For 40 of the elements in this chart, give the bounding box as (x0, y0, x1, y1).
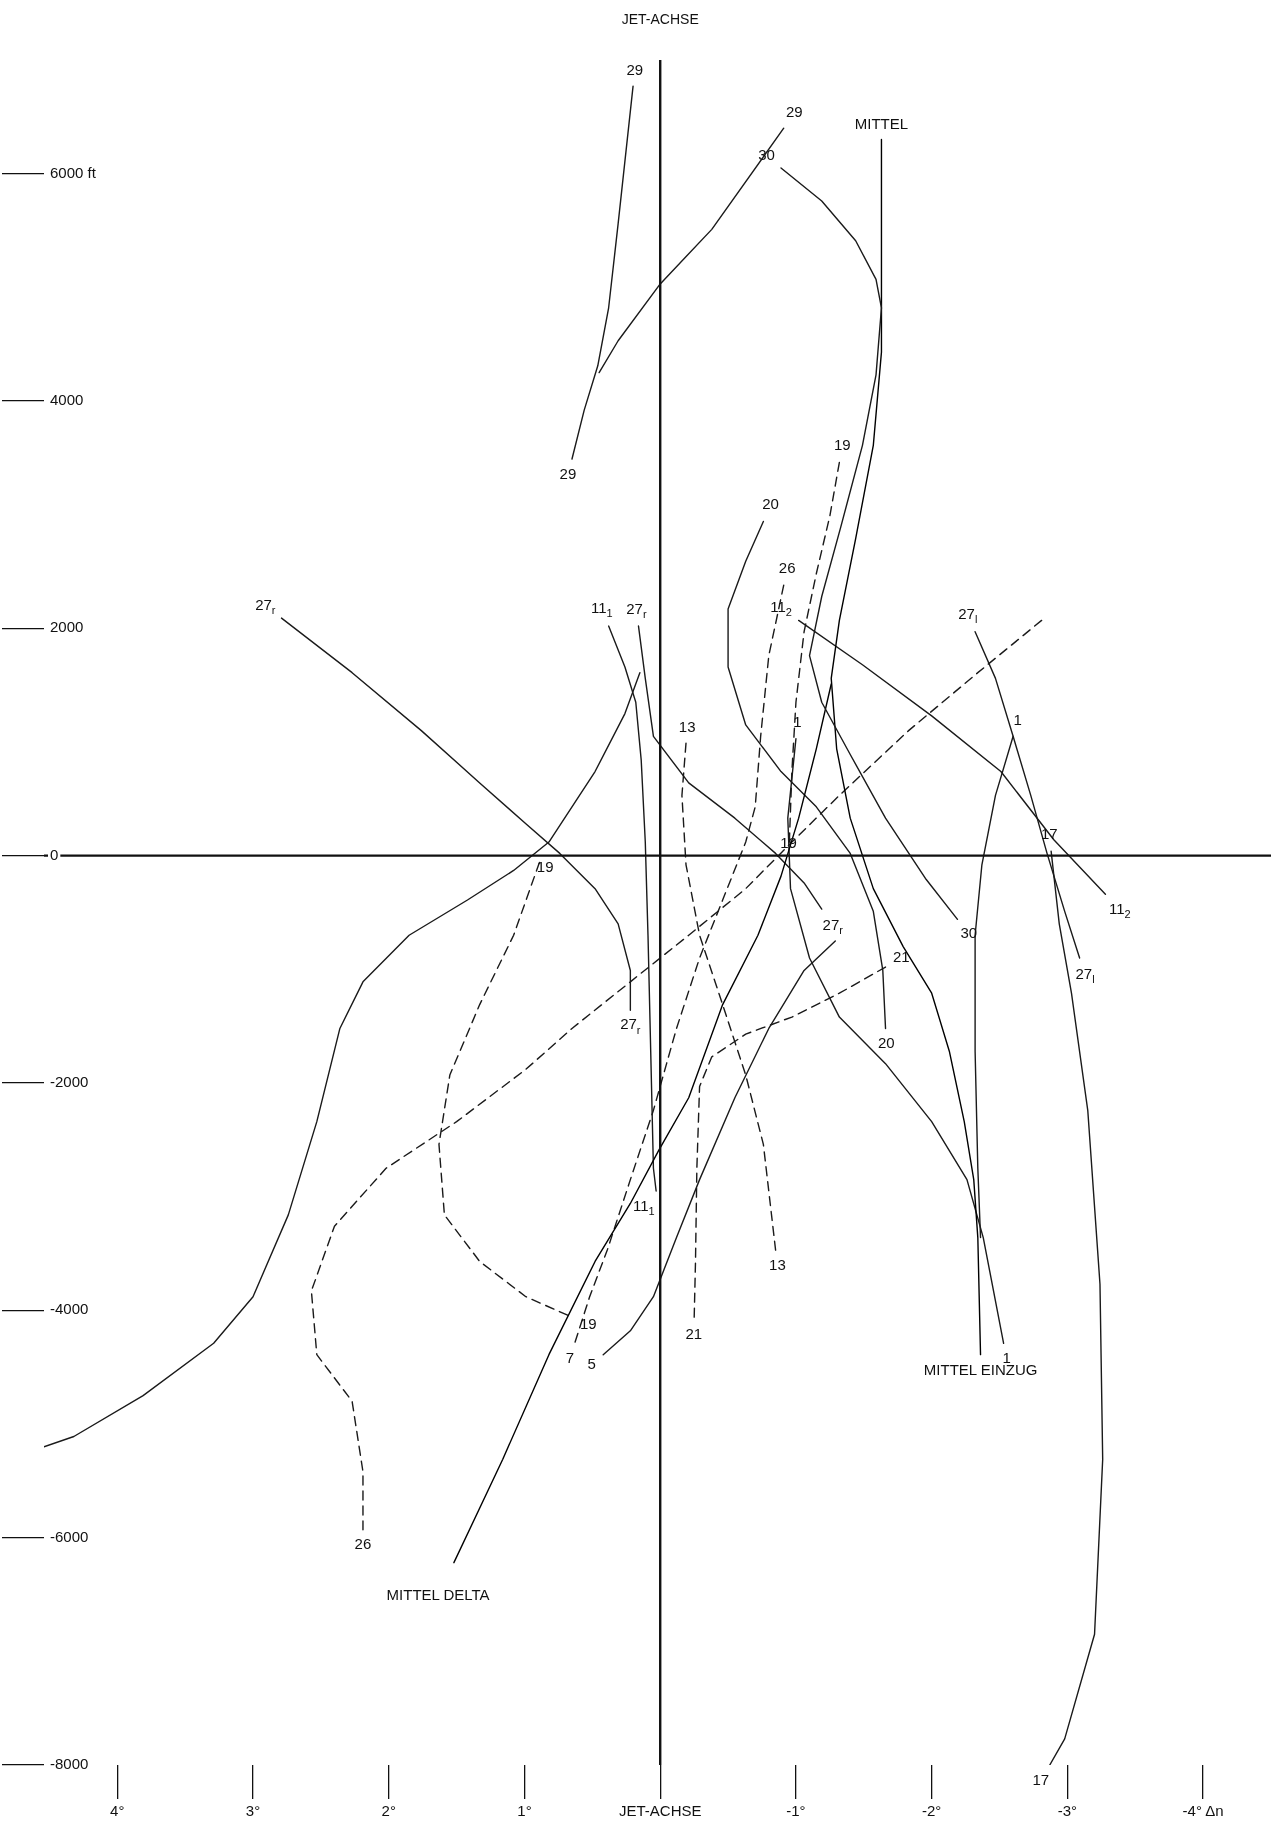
x-tick-label: 4° (110, 1802, 125, 1820)
y-tick-label: -8000 (50, 1755, 89, 1773)
annotation: 1 (1002, 1348, 1011, 1366)
x-tick-label: -3° (1057, 1802, 1078, 1820)
annotation: 13 (678, 717, 696, 735)
annotation: 26 (778, 559, 796, 577)
x-tick-label: -1° (786, 1802, 806, 1820)
y-tick-label: -4000 (50, 1300, 89, 1318)
annotation: 29 (559, 465, 577, 483)
y-tick-label: 2000 (50, 618, 84, 636)
y-tick-label: -2000 (50, 1073, 89, 1091)
annotation: 29 (626, 60, 644, 78)
annotation: 1 (793, 713, 802, 731)
annotation: 13 (769, 1256, 786, 1274)
x-tick-label: JET-ACHSE (618, 1802, 702, 1820)
x-tick-label: 1° (517, 1802, 532, 1820)
annotation: 19 (579, 1314, 597, 1332)
annotation: 1 (1013, 711, 1022, 729)
annotation: 19 (833, 436, 851, 454)
annotation: 20 (762, 495, 779, 513)
annotation: MITTEL DELTA (386, 1585, 490, 1603)
x-tick-label: 3° (245, 1802, 261, 1820)
annotation: 20 (877, 1033, 895, 1051)
y-tick-label: -6000 (50, 1527, 89, 1545)
annotation: 19 (536, 857, 554, 875)
annotation: 26 (354, 1534, 372, 1552)
annotation: 5 (587, 1354, 596, 1372)
y-tick-label: 4000 (50, 391, 84, 409)
annotation: 21 (685, 1324, 703, 1342)
y-tick-label: 6000 ft (50, 163, 97, 181)
annotation: MITTEL (854, 114, 909, 132)
annotation: 29 (786, 103, 803, 121)
annotation: 17 (1032, 1770, 1050, 1788)
x-tick-label: 2° (381, 1802, 396, 1820)
ref-line-label: JET-ACHSE (621, 10, 699, 27)
y-tick-label: 0 (50, 845, 59, 863)
annotation: 7 (565, 1348, 575, 1366)
annotation: 21 (893, 948, 910, 966)
x-tick-label: -2° (922, 1802, 942, 1820)
x-tick-label: -4° Δn (1182, 1802, 1224, 1820)
